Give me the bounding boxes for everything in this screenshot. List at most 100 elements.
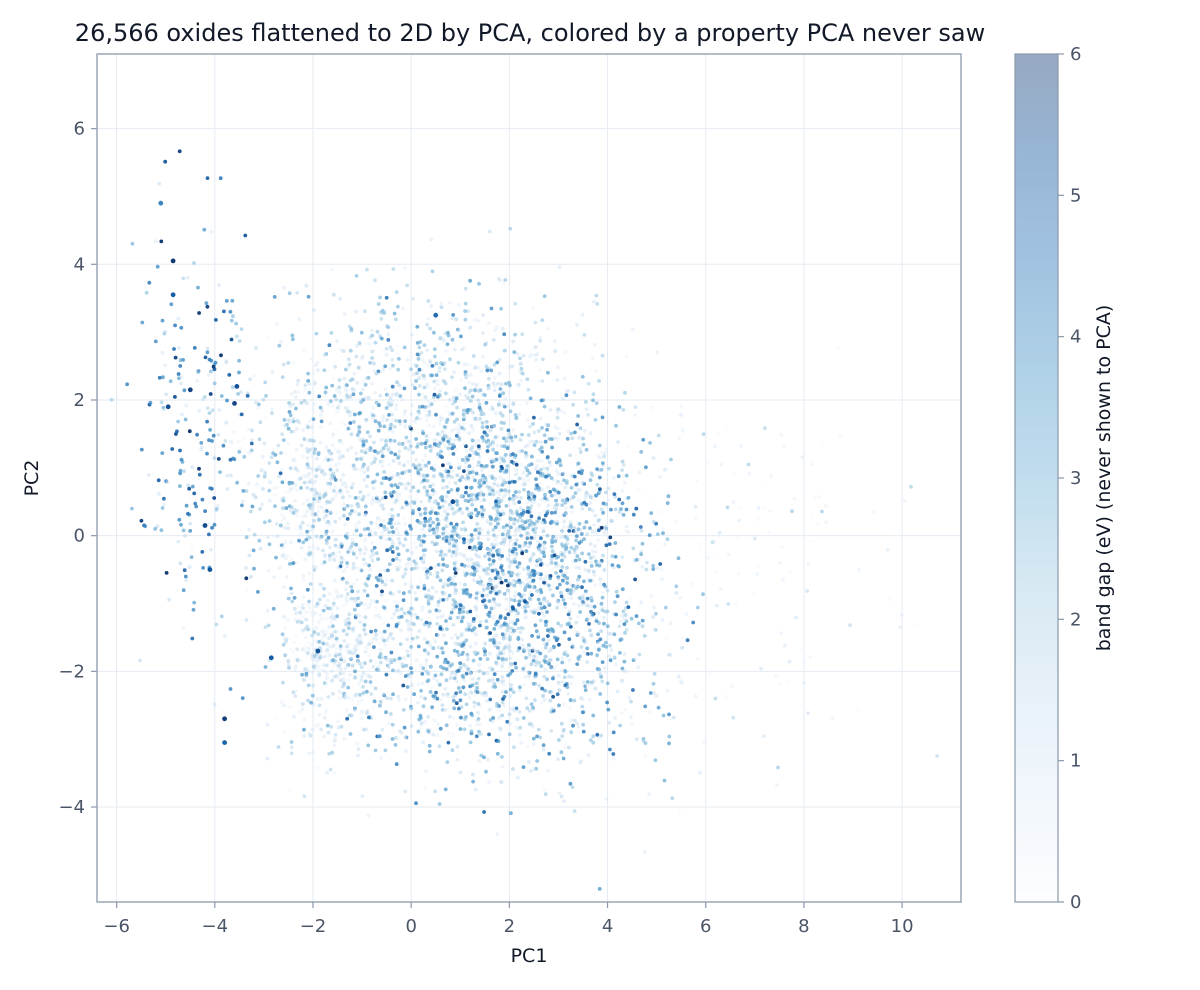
data-point [296,605,301,609]
data-point [324,649,328,653]
data-point [295,528,299,532]
data-point [469,515,473,520]
data-point [585,596,590,601]
data-point [470,502,474,507]
data-point [505,490,510,495]
data-point [576,577,580,582]
data-point [554,460,559,465]
data-point [506,489,511,494]
data-point [438,682,442,687]
data-point [356,661,361,665]
data-point [199,441,204,445]
data-point [394,407,398,412]
data-point [739,444,743,448]
data-point [656,433,661,438]
data-point [342,683,347,687]
data-point [390,616,394,620]
data-point [332,558,337,562]
data-point [435,432,440,436]
data-point [499,464,504,469]
data-point [537,611,541,616]
data-point [526,478,531,483]
data-point [394,290,399,294]
data-point [241,489,246,493]
data-point [337,378,342,382]
data-point [524,401,529,405]
data-point [468,740,473,745]
data-point [442,581,447,586]
data-point [474,471,479,476]
data-point [389,696,393,701]
data-point [553,436,557,440]
data-point [492,617,496,621]
data-point [557,791,562,796]
data-point [476,676,481,681]
data-point [543,667,547,672]
data-point [386,568,390,573]
data-point [440,646,444,651]
data-point [189,555,194,559]
data-point [526,670,530,674]
data-point [665,537,670,542]
data-point [459,715,463,720]
data-point [370,548,374,553]
data-point [425,575,430,580]
data-point [341,473,346,477]
data-point [464,465,469,470]
data-point [371,405,376,410]
data-point [330,267,335,272]
data-point [546,638,551,643]
data-point [311,545,316,549]
data-point [447,532,452,536]
data-point [418,713,423,718]
data-point [224,420,229,425]
data-point [594,401,599,406]
data-point [453,387,458,392]
data-point [432,474,436,479]
data-point [468,594,472,599]
data-point [378,459,383,464]
data-point [613,541,618,545]
data-point [214,318,218,322]
data-point [495,512,500,517]
data-point [543,492,547,497]
data-point [546,370,550,375]
data-point [537,727,541,732]
data-point [388,547,392,551]
data-point [515,726,519,730]
data-point [373,628,378,633]
data-point [500,483,505,487]
data-point [539,536,543,541]
data-point [499,306,503,311]
data-point [443,434,448,439]
data-point [500,713,504,718]
data-point [335,410,339,414]
data-point [374,584,379,588]
data-point [521,716,526,720]
data-point [325,681,330,686]
data-point [335,387,339,392]
data-point [430,540,434,545]
data-point [555,657,560,662]
data-point [458,661,463,666]
data-point [600,595,605,600]
data-point [325,671,329,676]
data-point [294,406,298,411]
data-point [332,548,336,553]
data-point [247,553,252,558]
data-point [262,520,267,525]
data-point [332,394,337,398]
data-point [237,358,242,363]
data-point [448,614,452,619]
data-point [371,496,376,501]
data-point [462,362,467,367]
data-point [331,435,335,440]
data-point [491,553,496,558]
data-point [364,547,368,552]
data-point [569,485,574,490]
data-point [436,603,440,608]
data-point [537,516,541,521]
data-point [540,520,545,525]
data-point [338,516,342,521]
data-point [457,461,461,466]
